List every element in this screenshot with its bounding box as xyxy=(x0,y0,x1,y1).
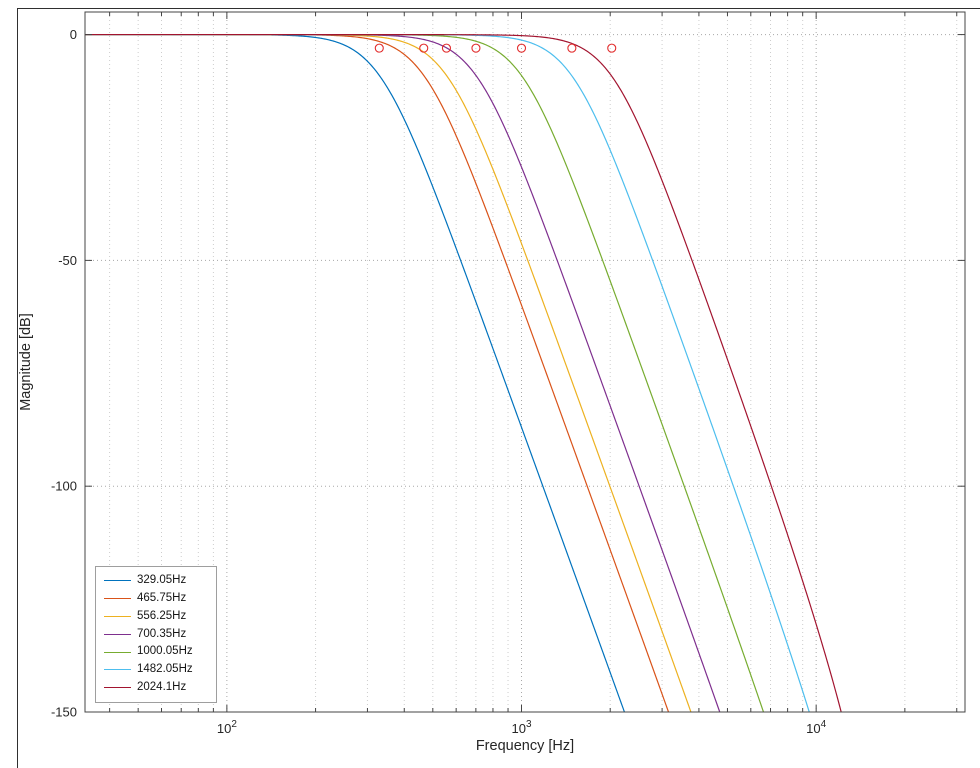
response-curve-465.75Hz xyxy=(85,33,670,712)
legend-item: 465.75Hz xyxy=(96,590,216,608)
legend-line-sample xyxy=(104,651,131,653)
cutoff-marker-2024.1Hz xyxy=(607,43,617,53)
legend-line-sample xyxy=(104,633,131,635)
y-tick-labels: 0 -50 -100 -150 xyxy=(51,27,77,719)
x-axis-title: Frequency [Hz] xyxy=(475,738,575,754)
x-tick-labels: 102 103 104 xyxy=(217,719,827,736)
axis-ticks xyxy=(85,12,965,713)
legend-label: 2024.1Hz xyxy=(137,680,187,693)
legend-label: 1482.05Hz xyxy=(137,663,193,676)
legend-line-sample xyxy=(104,687,131,689)
cutoff-marker-556.25Hz xyxy=(441,43,452,53)
legend-item: 329.05Hz xyxy=(96,572,216,590)
filter-response-curves xyxy=(85,33,842,712)
x-tick-label: 103 xyxy=(511,719,531,736)
legend-item: 556.25Hz xyxy=(96,608,216,626)
legend-label: 700.35Hz xyxy=(137,627,187,640)
cutoff-marker-1482.05Hz xyxy=(567,43,577,53)
legend-line-sample xyxy=(104,669,131,671)
legend: 329.05Hz 465.75Hz 556.25Hz 700.35Hz 1000.05H… xyxy=(95,566,217,703)
y-tick-label: 0 xyxy=(70,27,77,42)
major-grid xyxy=(85,12,965,712)
legend-label: 556.25Hz xyxy=(137,609,187,622)
legend-label: 465.75Hz xyxy=(137,591,187,604)
cutoff-markers xyxy=(374,43,617,53)
cutoff-marker-700.35Hz xyxy=(471,43,481,53)
legend-item: 1482.05Hz xyxy=(96,661,216,679)
legend-item: 700.35Hz xyxy=(96,625,216,643)
response-curve-556.25Hz xyxy=(85,33,692,712)
legend-line-sample xyxy=(104,580,131,582)
cutoff-marker-329.05Hz xyxy=(374,43,384,53)
legend-line-sample xyxy=(104,615,131,617)
legend-label: 1000.05Hz xyxy=(137,645,193,658)
y-tick-label: -100 xyxy=(51,479,77,494)
response-curve-700.35Hz xyxy=(85,33,721,712)
response-curve-2024.1Hz xyxy=(85,33,842,712)
axes-frame xyxy=(84,11,966,713)
cutoff-marker-1000.05Hz xyxy=(516,43,527,53)
legend-line-sample xyxy=(104,598,131,600)
y-tick-label: -150 xyxy=(51,705,77,720)
x-tick-label: 102 xyxy=(217,719,237,736)
window-edge-left xyxy=(17,8,18,768)
cutoff-marker-465.75Hz xyxy=(419,43,429,53)
window-edge-top xyxy=(17,8,980,9)
response-curve-1000.05Hz xyxy=(85,33,765,712)
minor-grid xyxy=(109,12,958,712)
x-tick-label: 104 xyxy=(806,719,826,736)
response-curve-329.05Hz xyxy=(85,33,626,712)
legend-item: 2024.1Hz xyxy=(96,679,216,697)
legend-label: 329.05Hz xyxy=(137,574,187,587)
y-axis-title: Magnitude [dB] xyxy=(18,313,34,411)
legend-item: 1000.05Hz xyxy=(96,643,216,661)
response-curve-1482.05Hz xyxy=(85,33,810,712)
y-tick-label: -50 xyxy=(58,253,77,268)
